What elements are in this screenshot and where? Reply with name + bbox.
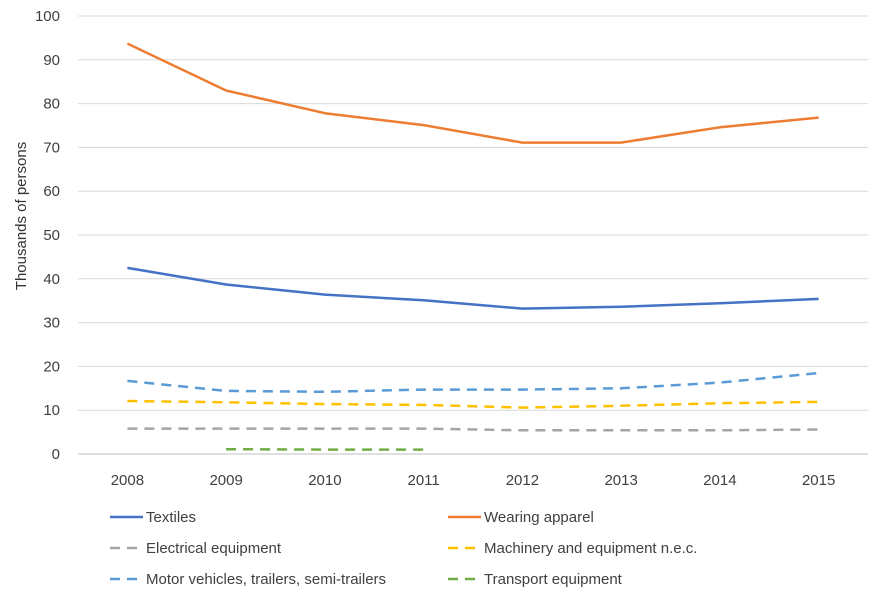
y-tick-label: 0: [52, 446, 60, 463]
x-tick-label: 2013: [604, 472, 637, 489]
y-tick-label: 90: [43, 52, 60, 69]
y-tick-label: 10: [43, 402, 60, 419]
legend-label: Wearing apparel: [484, 509, 594, 526]
y-tick-label: 70: [43, 139, 60, 156]
series-line-4: [127, 401, 818, 408]
y-tick-label: 30: [43, 315, 60, 332]
y-axis-label: Thousands of persons: [13, 142, 30, 290]
y-tick-label: 100: [35, 8, 60, 25]
series-line-1: [127, 268, 818, 309]
legend-label: Motor vehicles, trailers, semi-trailers: [146, 571, 386, 588]
y-tick-label: 60: [43, 183, 60, 200]
y-tick-label: 50: [43, 227, 60, 244]
x-tick-label: 2015: [802, 472, 835, 489]
legend: Textiles Wearing apparel Electrical equipm…: [110, 509, 697, 588]
y-tick-label: 40: [43, 271, 60, 288]
series-line-5: [127, 373, 818, 392]
legend-label: Textiles: [146, 509, 196, 526]
y-axis-ticks: 0 10 20 30 40 50 60 70 80 90 100: [35, 8, 60, 463]
legend-label: Machinery and equipment n.e.c.: [484, 540, 697, 557]
x-tick-label: 2011: [407, 472, 439, 489]
x-tick-label: 2012: [506, 472, 539, 489]
x-tick-label: 2008: [111, 472, 144, 489]
legend-label: Electrical equipment: [146, 540, 282, 557]
series-line-2: [127, 44, 818, 143]
y-tick-label: 80: [43, 96, 60, 113]
y-tick-label: 20: [43, 358, 60, 375]
x-tick-label: 2010: [308, 472, 341, 489]
legend-label: Transport equipment: [484, 571, 623, 588]
series-line-3: [127, 429, 818, 431]
series-lines: [127, 44, 818, 450]
x-axis-ticks: 2008 2009 2010 2011 2012 2013 2014 2015: [111, 472, 836, 489]
x-tick-label: 2014: [703, 472, 736, 489]
x-tick-label: 2009: [209, 472, 242, 489]
